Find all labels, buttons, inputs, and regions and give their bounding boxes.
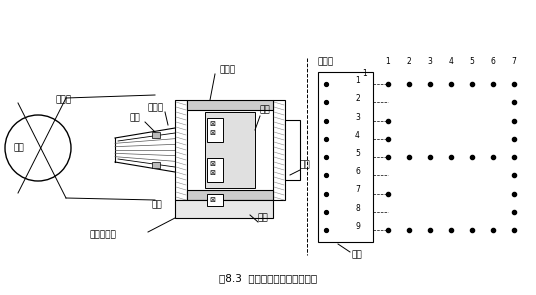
Text: 线圈: 线圈 xyxy=(258,214,269,222)
Text: 3: 3 xyxy=(355,112,360,122)
Text: 8: 8 xyxy=(355,204,360,213)
Text: 打印头: 打印头 xyxy=(318,58,334,66)
Text: 色带: 色带 xyxy=(152,201,163,209)
Text: 5: 5 xyxy=(470,57,474,66)
Text: 4: 4 xyxy=(355,131,360,140)
Bar xyxy=(318,72,373,242)
Text: 滚筒: 滚筒 xyxy=(14,143,25,153)
Text: 钢针: 钢针 xyxy=(352,250,363,260)
Text: 永磁铁: 永磁铁 xyxy=(220,65,236,75)
Text: 1: 1 xyxy=(385,57,390,66)
Text: 6: 6 xyxy=(355,167,360,176)
Text: 7: 7 xyxy=(355,186,360,194)
Text: ⊠: ⊠ xyxy=(209,197,215,203)
Text: 1: 1 xyxy=(355,76,360,85)
Text: 9: 9 xyxy=(355,222,360,231)
Text: 7: 7 xyxy=(511,57,517,66)
Text: 2: 2 xyxy=(407,57,411,66)
Bar xyxy=(175,200,273,218)
Text: 5: 5 xyxy=(355,149,360,158)
Text: 4: 4 xyxy=(449,57,453,66)
Bar xyxy=(207,158,223,182)
Bar xyxy=(187,190,273,200)
Bar xyxy=(207,194,223,206)
Text: ⊠: ⊠ xyxy=(209,170,215,176)
Text: ⊠: ⊠ xyxy=(209,161,215,167)
Text: 打印纸: 打印纸 xyxy=(55,96,71,104)
Text: 打印针: 打印针 xyxy=(148,104,164,112)
Text: 色带包祇卡: 色带包祇卡 xyxy=(90,230,117,240)
Bar xyxy=(273,100,285,200)
Text: 衔铁: 衔铁 xyxy=(300,160,311,170)
Text: 2: 2 xyxy=(355,94,360,103)
Bar xyxy=(285,120,300,180)
Text: 6: 6 xyxy=(490,57,495,66)
Text: ⊠: ⊠ xyxy=(209,121,215,127)
Bar xyxy=(207,118,223,142)
Bar xyxy=(175,100,187,200)
Text: 1: 1 xyxy=(363,69,367,78)
Text: 导轨: 导轨 xyxy=(130,114,141,122)
Text: 铁芯: 铁芯 xyxy=(260,106,271,114)
Bar xyxy=(205,112,255,188)
Text: 3: 3 xyxy=(428,57,433,66)
Text: 图8.3  针式打印机的结构原理图: 图8.3 针式打印机的结构原理图 xyxy=(219,273,317,283)
Bar xyxy=(152,132,160,138)
Text: ⊠: ⊠ xyxy=(209,130,215,136)
Bar xyxy=(152,162,160,168)
Bar xyxy=(187,100,273,110)
